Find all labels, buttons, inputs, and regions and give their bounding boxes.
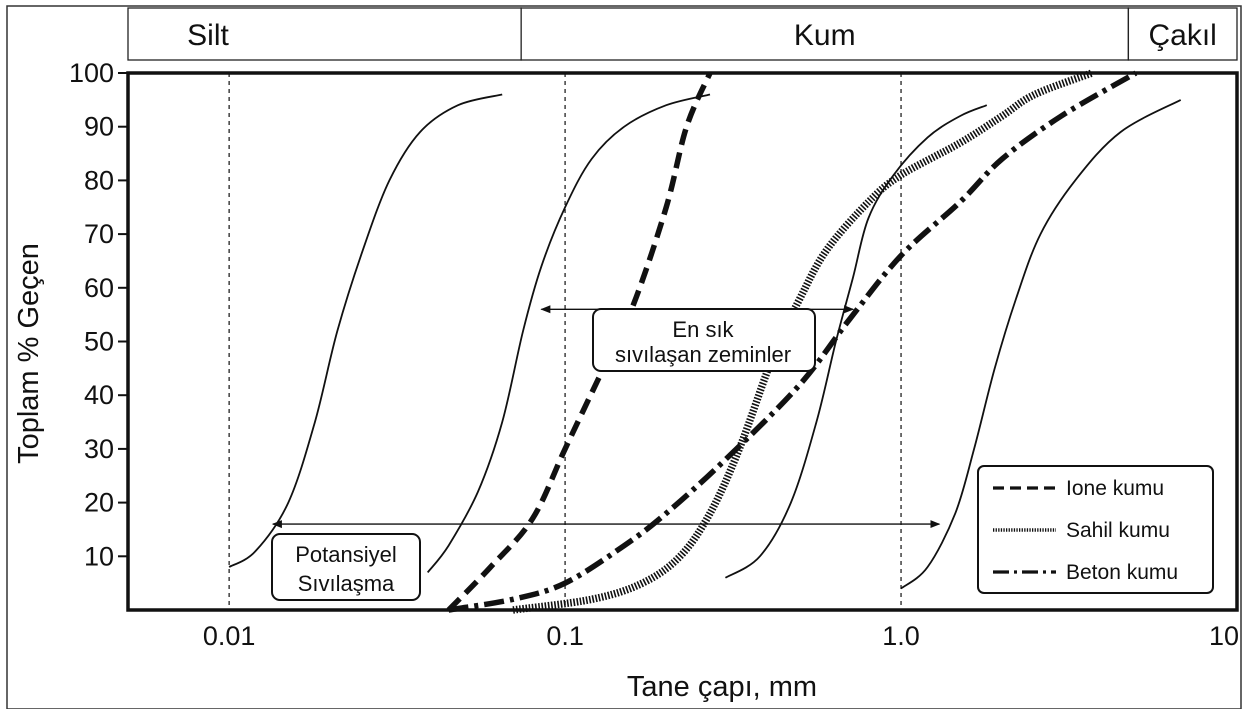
x-tick-label: 1.0 [882, 621, 920, 651]
y-axis-title: Toplam % Geçen [13, 243, 45, 464]
annotation-box-potential-liquefaction [271, 533, 421, 601]
annotation-text-potential-liquefaction: Sıvılaşma [298, 571, 395, 596]
x-tick-label: 0.1 [546, 621, 584, 651]
x-axis-title: Tane çapı, mm [627, 671, 817, 703]
y-tick-label: 40 [84, 380, 114, 410]
y-tick-label: 90 [84, 112, 114, 142]
annotation-text-potential-liquefaction: Potansiyel [295, 542, 397, 567]
legend-box [977, 465, 1214, 594]
legend-label-beton-kumu: Beton kumu [1066, 561, 1178, 584]
grain-size-zone-bar: Silt Kum Çakıl [127, 7, 1238, 61]
y-tick-label: 100 [69, 58, 114, 88]
y-tick-label: 20 [84, 488, 114, 518]
legend: Ione kumu Sahil kumu Beton kumu [977, 465, 1214, 594]
y-tick-label: 10 [84, 541, 114, 571]
zone-cell [1127, 7, 1238, 61]
envelope-curve-en-sik-sol [426, 93, 711, 573]
annotation-text-most-liquefiable: En sık [672, 317, 734, 342]
axes: 10 20 30 40 50 60 70 80 90 100 0.01 0.1 1.0 10 Tane ça… [13, 58, 1239, 703]
series-line-sahil-kumu [512, 69, 1094, 614]
annotation-box-most-liquefiable [592, 308, 816, 372]
y-tick-label: 80 [84, 165, 114, 195]
series-line-beton-kumu [448, 70, 1138, 613]
envelope-curve-en-sik-sag [724, 104, 988, 579]
gridlines [228, 73, 902, 610]
zone-label: Silt [187, 19, 229, 52]
envelope-curve-potansiyel-sol [228, 93, 503, 568]
zone-cell [520, 7, 1130, 61]
y-tick-label: 70 [84, 219, 114, 249]
zone-label: Kum [794, 19, 856, 52]
zone-cell [127, 7, 522, 61]
y-tick-label: 30 [84, 434, 114, 464]
envelope-curve-potansiyel-sag [900, 99, 1182, 590]
x-tick-label: 10 [1209, 621, 1239, 651]
y-tick-label: 60 [84, 273, 114, 303]
gradation-curves [228, 69, 1182, 614]
zone-label: Çakıl [1149, 19, 1217, 52]
x-tick-label: 0.01 [203, 621, 256, 651]
legend-label-ione-kumu: Ione kumu [1066, 477, 1164, 500]
annotation-text-most-liquefiable: sıvılaşan zeminler [615, 342, 791, 367]
y-tick-label: 50 [84, 327, 114, 357]
legend-label-sahil-kumu: Sahil kumu [1066, 519, 1170, 542]
